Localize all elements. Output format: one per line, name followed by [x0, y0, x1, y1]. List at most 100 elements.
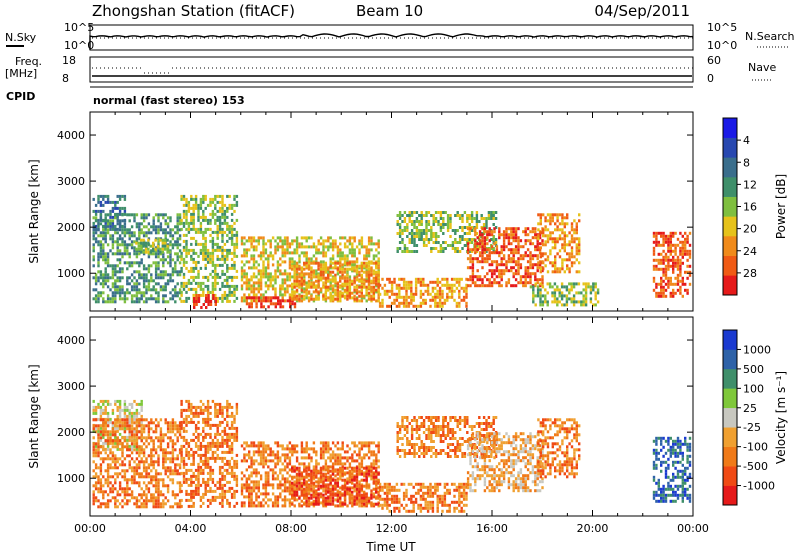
velocity-region-5	[378, 482, 468, 513]
velocity-colorbar-bin-5	[723, 388, 737, 409]
power-cb-label-0: 4	[743, 134, 750, 147]
cpid-label: CPID	[6, 90, 35, 103]
velocity-colorbar: 1000 500 100 25 -25 -100 -500 -1000 Velocity [m …	[722, 329, 788, 506]
power-colorbar: 4 8 12 16 20 24 28 Power [dB]	[722, 117, 788, 296]
velocity-region-9	[652, 436, 692, 503]
velocity-region-7	[466, 432, 544, 493]
power-cells	[92, 194, 692, 309]
nave-label: Nave	[748, 61, 776, 74]
velocity-xtick-label-3: 12:00	[376, 522, 408, 535]
nave-tick-top: 60	[707, 54, 721, 67]
velocity-ytick-label-2: 3000	[57, 380, 85, 393]
velocity-xtick-label-2: 08:00	[275, 522, 307, 535]
cpid-value: normal (fast stereo) 153	[93, 94, 245, 107]
power-ytick-label-1: 2000	[57, 221, 85, 234]
velocity-ylabel: Slant Range [km]	[27, 364, 41, 468]
velocity-cb-label-5: -100	[743, 441, 768, 454]
velocity-ytick-label-0: 1000	[57, 472, 85, 485]
velocity-region-6	[396, 416, 498, 458]
nsearch-tick-bottom: 10^0	[707, 39, 737, 52]
nsky-line	[89, 33, 694, 50]
beam-title: Beam 10	[356, 2, 423, 20]
nsearch-label: N.Search	[745, 30, 795, 43]
power-ytick-label-2: 3000	[57, 175, 85, 188]
velocity-colorbar-bin-3	[723, 427, 737, 447]
velocity-plot: 1000 2000 3000 4000 Slant Range [km] 00:00 04:…	[27, 316, 788, 535]
freq-tick-top: 18	[62, 54, 76, 67]
power-cb-label-5: 24	[743, 245, 757, 258]
power-colorbar-bin-6	[723, 157, 737, 178]
power-colorbar-bin-8	[723, 118, 737, 138]
date-title: 04/Sep/2011	[594, 2, 690, 20]
power-colorbar-bin-4	[723, 196, 737, 217]
velocity-cb-label-4: -25	[743, 421, 761, 434]
power-region-11	[537, 213, 581, 274]
x-axis-label: Time UT	[365, 540, 416, 554]
velocity-colorbar-bin-2	[723, 446, 737, 467]
nave-dots	[92, 67, 693, 74]
power-ytick-label-3: 4000	[57, 129, 85, 142]
power-colorbar-bin-5	[723, 177, 737, 197]
power-region-3	[180, 194, 239, 303]
freq-panel-frame	[89, 56, 694, 83]
nsky-trace	[89, 33, 694, 50]
power-colorbar-bin-1	[723, 255, 737, 276]
velocity-colorbar-bin-0	[723, 485, 737, 506]
power-colorbar-bin-0	[723, 275, 737, 296]
nsky-tick-bottom: 10^0	[64, 39, 94, 52]
velocity-colorbar-frame	[722, 329, 738, 506]
velocity-colorbar-bin-1	[723, 466, 737, 486]
power-region-10	[466, 227, 544, 288]
velocity-ytick-label-1: 2000	[57, 426, 85, 439]
velocity-xtick-label-5: 20:00	[577, 522, 609, 535]
power-ytick-label-0: 1000	[57, 267, 85, 280]
power-region-7	[291, 261, 380, 301]
velocity-region-4	[291, 466, 380, 506]
velocity-colorbar-label: Velocity [m s⁻¹]	[774, 371, 788, 464]
velocity-colorbar-bin-7	[723, 349, 737, 370]
power-colorbar-label: Power [dB]	[774, 174, 788, 239]
power-colorbar-bin-2	[723, 236, 737, 256]
power-cb-label-1: 8	[743, 156, 750, 169]
velocity-colorbar-bin-6	[723, 368, 737, 389]
nsky-tick-top: 10^5	[64, 21, 94, 34]
power-cb-label-2: 12	[743, 178, 757, 191]
freq-label: Freq.	[15, 55, 42, 68]
velocity-region-2	[180, 399, 239, 508]
power-colorbar-bin-3	[723, 216, 737, 237]
velocity-cb-label-1: 500	[743, 363, 764, 376]
velocity-colorbar-bin-8	[723, 330, 737, 350]
velocity-xtick-label-6: 00:00	[677, 522, 709, 535]
freq-unit: [MHz]	[5, 67, 37, 80]
power-region-2	[135, 238, 172, 254]
velocity-xtick-label-1: 04:00	[175, 522, 207, 535]
velocity-cb-label-7: -1000	[743, 480, 775, 493]
power-region-4	[193, 294, 217, 309]
power-region-8	[378, 277, 468, 308]
power-cb-label-3: 16	[743, 201, 757, 214]
power-cb-label-4: 20	[743, 223, 757, 236]
nave-tick-bottom: 0	[707, 72, 714, 85]
velocity-xtick-label-0: 00:00	[74, 522, 106, 535]
power-ylabel: Slant Range [km]	[27, 159, 41, 263]
power-cb-label-6: 28	[743, 267, 757, 280]
nsearch-tick-top: 10^5	[707, 21, 737, 34]
power-colorbar-bin-7	[723, 137, 737, 158]
power-plot: 1000 2000 3000 4000 Slant Range [km] 4 8 12 16 20…	[27, 111, 788, 312]
power-region-12	[529, 282, 600, 307]
power-region-1	[92, 213, 182, 304]
velocity-region-1	[92, 418, 182, 509]
power-region-13	[652, 231, 692, 298]
freq-tick-bottom: 8	[62, 72, 69, 85]
velocity-cb-label-2: 100	[743, 382, 764, 395]
velocity-cb-label-6: -500	[743, 460, 768, 473]
power-region-6	[245, 296, 297, 309]
velocity-cb-label-3: 25	[743, 402, 757, 415]
velocity-cb-label-0: 1000	[743, 343, 771, 356]
velocity-xtick-label-4: 16:00	[476, 522, 508, 535]
velocity-ytick-label-3: 4000	[57, 334, 85, 347]
velocity-cells	[92, 399, 692, 513]
power-region-5	[240, 236, 380, 303]
velocity-region-8	[537, 418, 581, 479]
nsky-label: N.Sky	[5, 31, 37, 44]
